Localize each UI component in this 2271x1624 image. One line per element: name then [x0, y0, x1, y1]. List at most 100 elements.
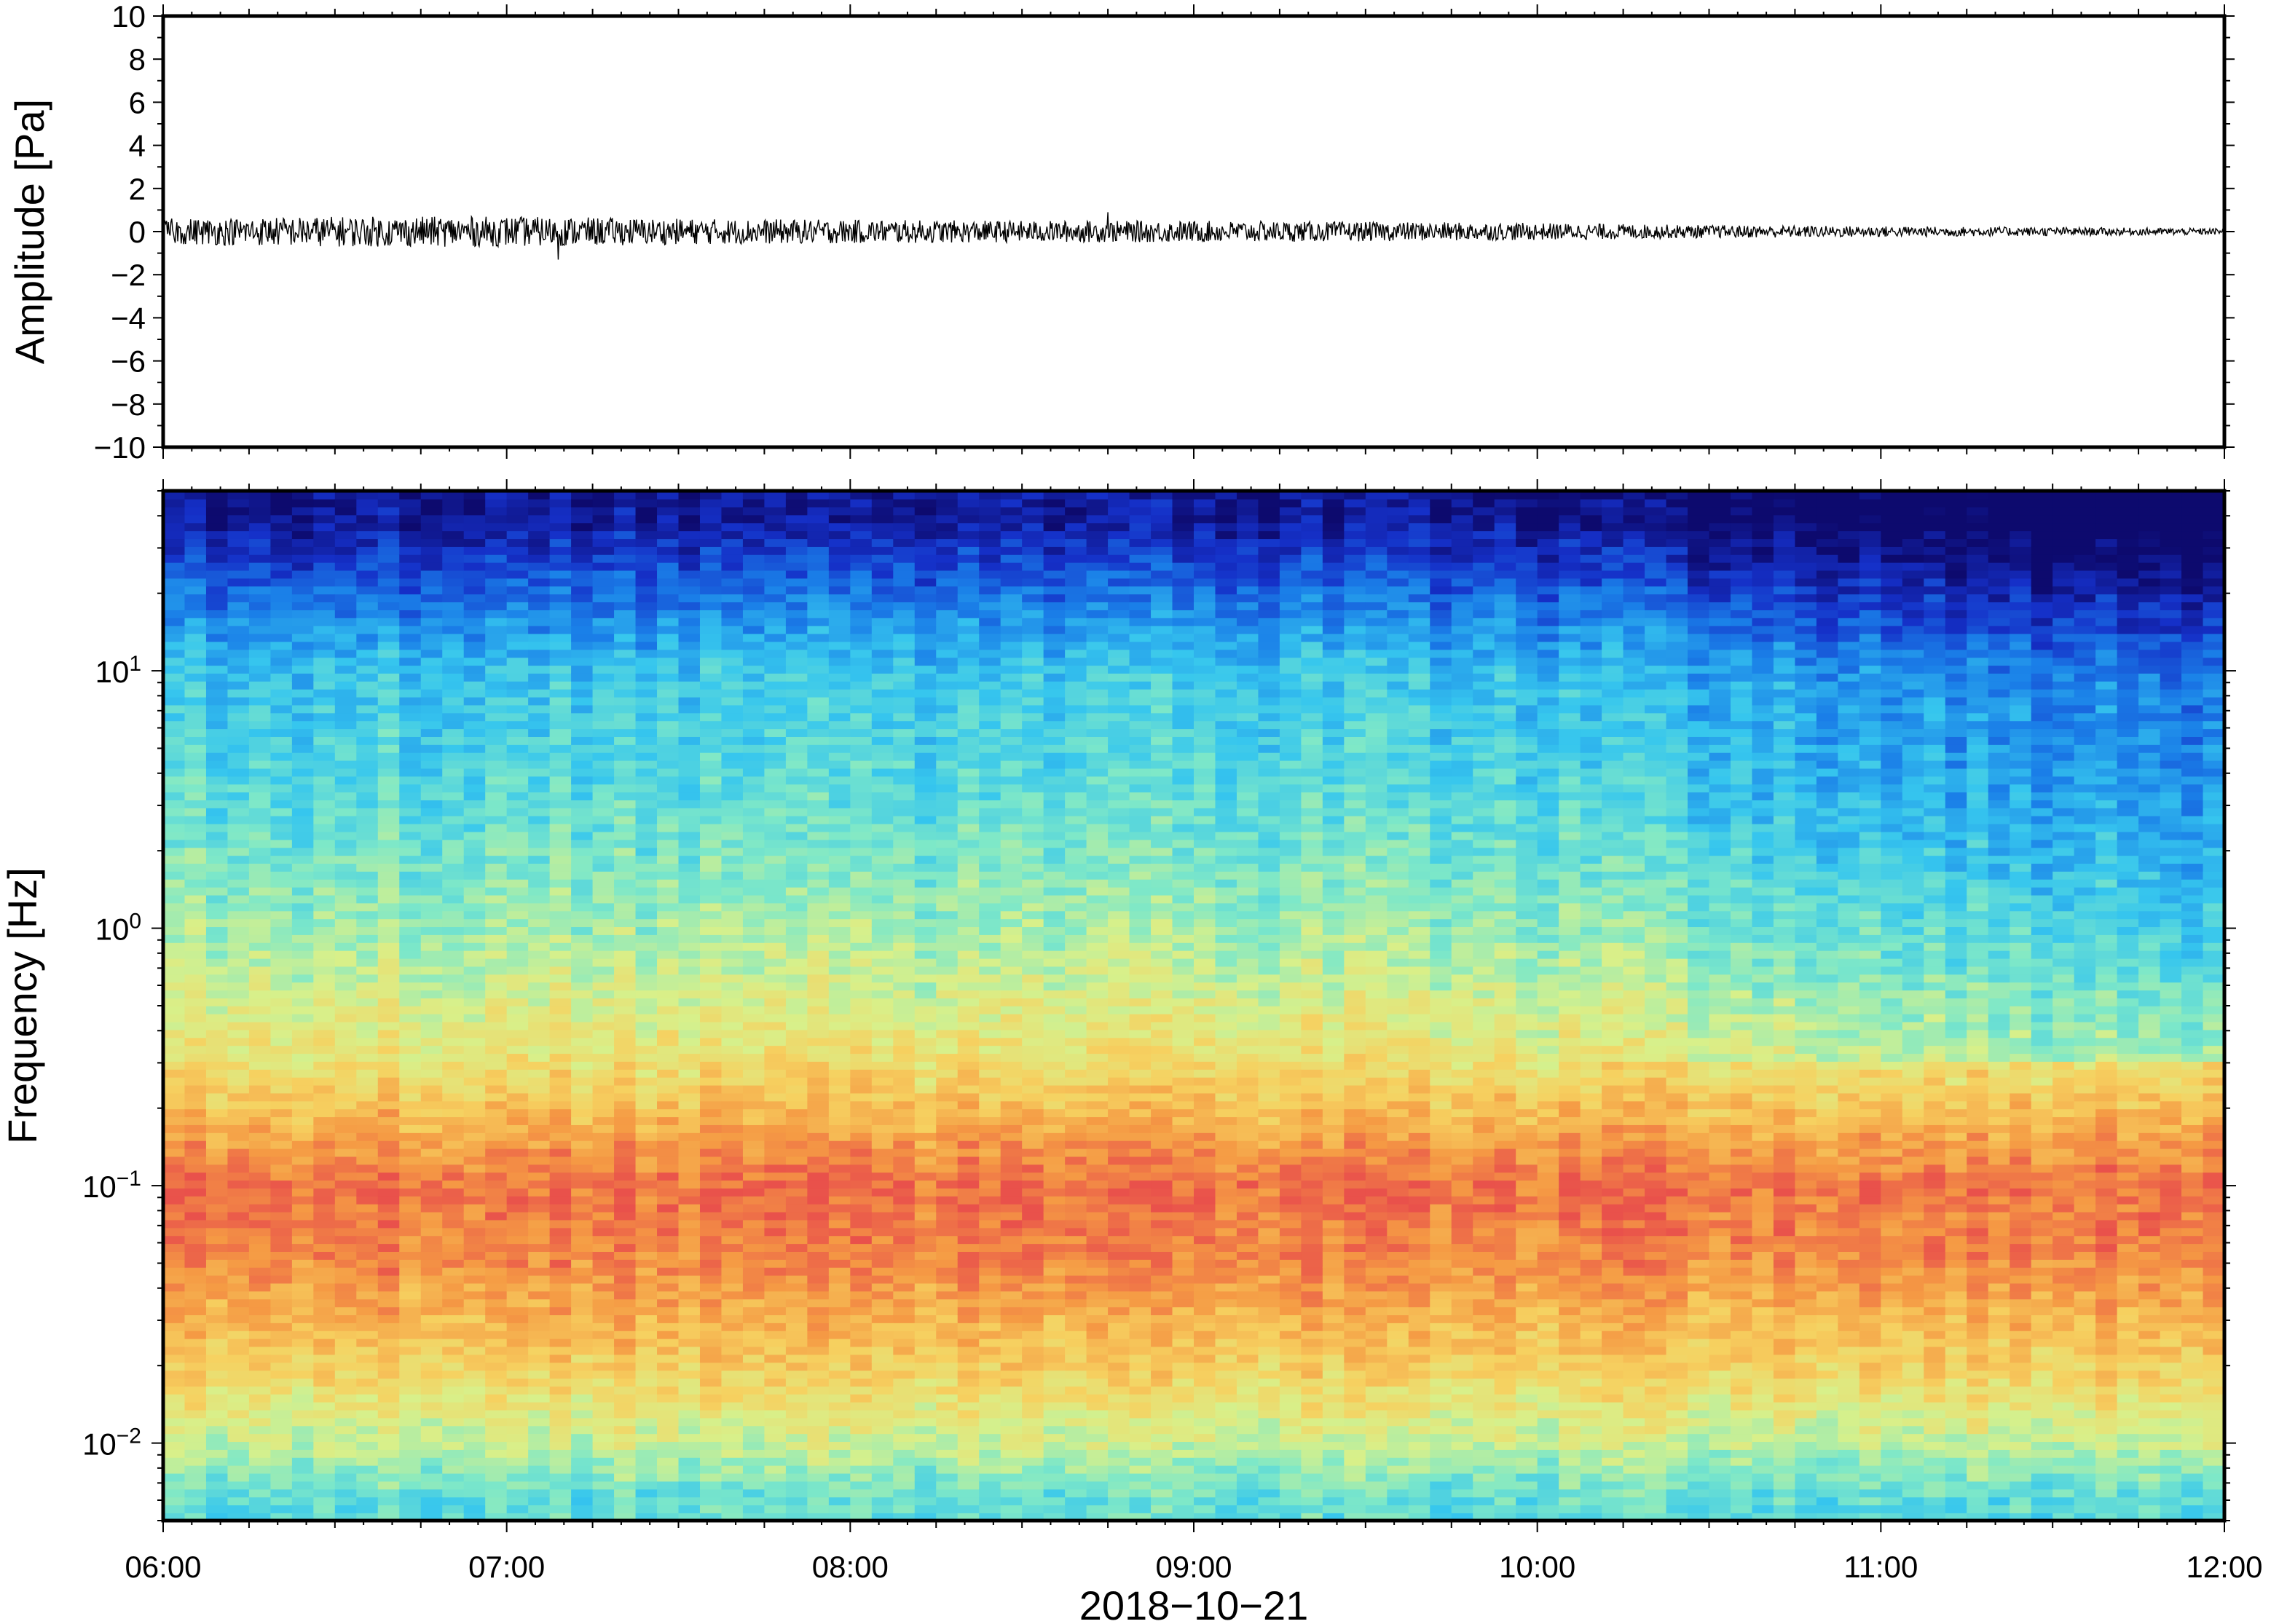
- spectrogram-cell: [678, 1180, 701, 1189]
- spectrogram-cell: [248, 641, 272, 650]
- spectrogram-cell: [699, 1274, 723, 1284]
- spectrogram-cell: [377, 1393, 401, 1403]
- spectrogram-cell: [721, 1084, 744, 1094]
- spectrogram-cell: [184, 1489, 207, 1498]
- spectrogram-cell: [528, 871, 551, 880]
- spectrogram-cell: [163, 569, 186, 579]
- spectrogram-cell: [334, 1489, 358, 1498]
- spectrogram-cell: [764, 934, 787, 943]
- spectrogram-cell: [227, 657, 250, 666]
- spectrogram-cell: [657, 950, 680, 959]
- spectrogram-cell: [699, 792, 723, 800]
- spectrogram-cell: [571, 1076, 594, 1086]
- spectrogram-cell: [442, 871, 465, 880]
- spectrogram-cell: [506, 1409, 529, 1419]
- spectrogram-cell: [291, 1362, 315, 1371]
- spectrogram-cell: [635, 942, 658, 951]
- spectrogram-cell: [957, 1417, 980, 1427]
- spectrogram-cell: [549, 1401, 572, 1411]
- spectrogram-cell: [399, 594, 422, 603]
- spectrogram-cell: [699, 1306, 723, 1315]
- spectrogram-cell: [893, 1124, 916, 1133]
- spectrogram-cell: [549, 1132, 572, 1141]
- spectrogram-cell: [979, 1323, 1001, 1331]
- spectrogram-cell: [657, 1076, 680, 1086]
- spectrogram-cell: [506, 1505, 529, 1513]
- spectrogram-cell: [571, 498, 594, 508]
- spectrogram-cell: [742, 878, 765, 888]
- spectrogram-cell: [614, 696, 637, 706]
- spectrogram-cell: [657, 688, 680, 698]
- spectrogram-cell: [485, 641, 508, 650]
- spectrogram-cell: [936, 673, 959, 682]
- spectrogram-cell: [356, 1323, 379, 1331]
- spectrogram-cell: [742, 744, 765, 753]
- spectrogram-cell: [571, 712, 594, 722]
- spectrogram-cell: [442, 768, 465, 777]
- spectrogram-cell: [163, 950, 186, 959]
- spectrogram-cell: [571, 688, 594, 698]
- spectrogram-cell: [334, 760, 358, 769]
- spectrogram-cell: [721, 1172, 744, 1181]
- spectrogram-cell: [979, 1124, 1001, 1133]
- spectrogram-cell: [184, 1513, 207, 1521]
- spectrogram-cell: [163, 886, 186, 896]
- spectrogram-cell: [356, 602, 379, 610]
- spectrogram-cell: [807, 966, 830, 975]
- spectrogram-cell: [957, 958, 980, 967]
- spectrogram-cell: [807, 1513, 830, 1521]
- spectrogram-cell: [592, 974, 615, 983]
- spectrogram-cell: [893, 950, 916, 959]
- spectrogram-cell: [356, 554, 379, 563]
- spectrogram-cell: [549, 506, 572, 516]
- spectrogram-cell: [549, 688, 572, 698]
- spectrogram-cell: [871, 839, 894, 848]
- spectrogram-cell: [871, 878, 894, 888]
- spectrogram-cell: [163, 554, 186, 563]
- spectrogram-cell: [442, 808, 465, 816]
- spectrogram-cell: [742, 1084, 765, 1094]
- spectrogram-cell: [184, 847, 207, 856]
- spectrogram-cell: [914, 1076, 937, 1086]
- spectrogram-cell: [528, 1346, 551, 1355]
- spectrogram-cell: [163, 1108, 186, 1118]
- spectrogram-cell: [291, 1266, 315, 1276]
- spectrogram-cell: [957, 712, 980, 722]
- spectrogram-cell: [399, 1045, 422, 1055]
- spectrogram-cell: [420, 1196, 444, 1205]
- spectrogram-cell: [313, 1354, 336, 1363]
- spectrogram-cell: [850, 871, 873, 880]
- spectrogram-cell: [785, 704, 808, 714]
- spectrogram-cell: [850, 950, 873, 959]
- spectrogram-cell: [184, 1465, 207, 1474]
- spectrogram-cell: [957, 1148, 980, 1157]
- spectrogram-cell: [184, 934, 207, 943]
- spectrogram-cell: [764, 982, 787, 991]
- spectrogram-cell: [871, 1243, 894, 1252]
- spectrogram-cell: [571, 1069, 594, 1078]
- spectrogram-cell: [936, 800, 959, 808]
- spectrogram-cell: [463, 1132, 486, 1141]
- spectrogram-cell: [227, 618, 250, 626]
- spectrogram-cell: [485, 1370, 508, 1379]
- spectrogram-cell: [571, 1108, 594, 1118]
- spectrogram-cell: [163, 1140, 186, 1149]
- spectrogram-cell: [592, 696, 615, 706]
- spectrogram-cell: [399, 918, 422, 928]
- spectrogram-cell: [485, 538, 508, 547]
- spectrogram-cell: [227, 847, 250, 856]
- spectrogram-cell: [635, 1172, 658, 1181]
- spectrogram-cell: [485, 792, 508, 800]
- spectrogram-cell: [248, 1266, 272, 1276]
- spectrogram-cell: [742, 586, 765, 595]
- spectrogram-cell: [442, 1053, 465, 1062]
- spectrogram-cell: [377, 554, 401, 563]
- spectrogram-cell: [399, 1338, 422, 1347]
- spectrogram-cell: [549, 610, 572, 618]
- spectrogram-cell: [399, 1401, 422, 1411]
- spectrogram-cell: [205, 1457, 229, 1466]
- spectrogram-cell: [571, 1045, 594, 1055]
- spectrogram-cell: [571, 1259, 594, 1268]
- spectrogram-cell: [807, 1037, 830, 1046]
- spectrogram-cell: [785, 934, 808, 943]
